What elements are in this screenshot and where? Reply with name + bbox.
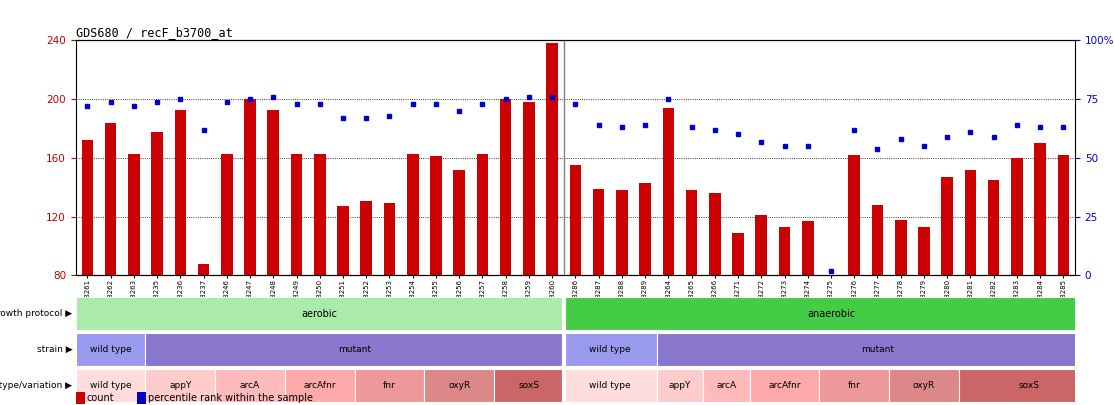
Bar [871,205,883,275]
Text: growth protocol ▶: growth protocol ▶ [0,309,72,318]
Bar [895,220,907,275]
Text: fnr: fnr [848,381,861,390]
Bar [338,207,349,275]
Bar [988,180,999,275]
Text: mutant: mutant [339,345,371,354]
Bar [825,275,837,379]
Bar [76,297,564,330]
Bar [732,233,744,275]
Text: soxS: soxS [518,381,539,390]
Bar [500,99,511,275]
Bar [128,153,139,275]
Text: percentile rank within the sample: percentile rank within the sample [148,393,313,403]
Bar [889,369,959,402]
Bar [593,189,605,275]
Bar [314,153,325,275]
Bar [198,264,209,275]
Bar [802,221,813,275]
Text: wild type: wild type [90,381,131,390]
Bar [424,369,494,402]
Bar [663,108,674,275]
Text: wild type: wild type [589,381,631,390]
Text: count: count [87,393,115,403]
Bar [959,369,1098,402]
Text: wild type: wild type [589,345,631,354]
Bar [105,123,117,275]
Text: GDS680 / recF_b3700_at: GDS680 / recF_b3700_at [76,26,233,39]
Text: soxS: soxS [1018,381,1039,390]
Bar [779,227,790,275]
Bar [146,369,215,402]
Bar [524,102,535,275]
Text: arcA: arcA [240,381,260,390]
Text: genotype/variation ▶: genotype/variation ▶ [0,381,72,390]
Bar [291,153,302,275]
Text: fnr: fnr [383,381,395,390]
Bar [477,153,488,275]
Bar [755,215,768,275]
Bar [76,369,146,402]
Text: anaerobic: anaerobic [807,309,856,319]
Bar [361,200,372,275]
Bar [152,132,163,275]
Bar [267,109,280,275]
Bar [285,369,354,402]
Bar [965,170,976,275]
Bar [453,170,465,275]
Bar [569,165,582,275]
Bar [918,227,930,275]
Bar [616,190,627,275]
Bar [564,333,657,366]
Bar [750,369,820,402]
Bar [564,297,1098,330]
Bar [849,155,860,275]
Bar [1012,158,1023,275]
Text: appY: appY [668,381,691,390]
Bar [81,140,94,275]
Bar [221,153,233,275]
Bar [686,190,697,275]
Text: arcA: arcA [716,381,736,390]
Bar [657,369,703,402]
Text: mutant: mutant [861,345,893,354]
Bar [76,333,146,366]
Bar [703,369,750,402]
Bar [215,369,285,402]
Bar [546,43,558,275]
Bar [430,156,442,275]
Text: wild type: wild type [90,345,131,354]
Bar [354,369,424,402]
Text: oxyR: oxyR [912,381,935,390]
Bar [709,193,721,275]
Text: strain ▶: strain ▶ [37,345,72,354]
Bar [564,369,657,402]
Bar [657,333,1098,366]
Bar [146,333,564,366]
Text: arcAfnr: arcAfnr [769,381,801,390]
Bar [407,153,419,275]
Bar [1034,143,1046,275]
Bar [494,369,564,402]
Text: arcAfnr: arcAfnr [303,381,336,390]
Bar [1057,155,1069,275]
Bar [244,99,256,275]
Bar [639,183,651,275]
Text: oxyR: oxyR [448,381,470,390]
Bar [941,177,952,275]
Bar [175,109,186,275]
Text: appY: appY [169,381,192,390]
Text: aerobic: aerobic [302,309,338,319]
Bar [820,369,889,402]
Bar [383,203,395,275]
